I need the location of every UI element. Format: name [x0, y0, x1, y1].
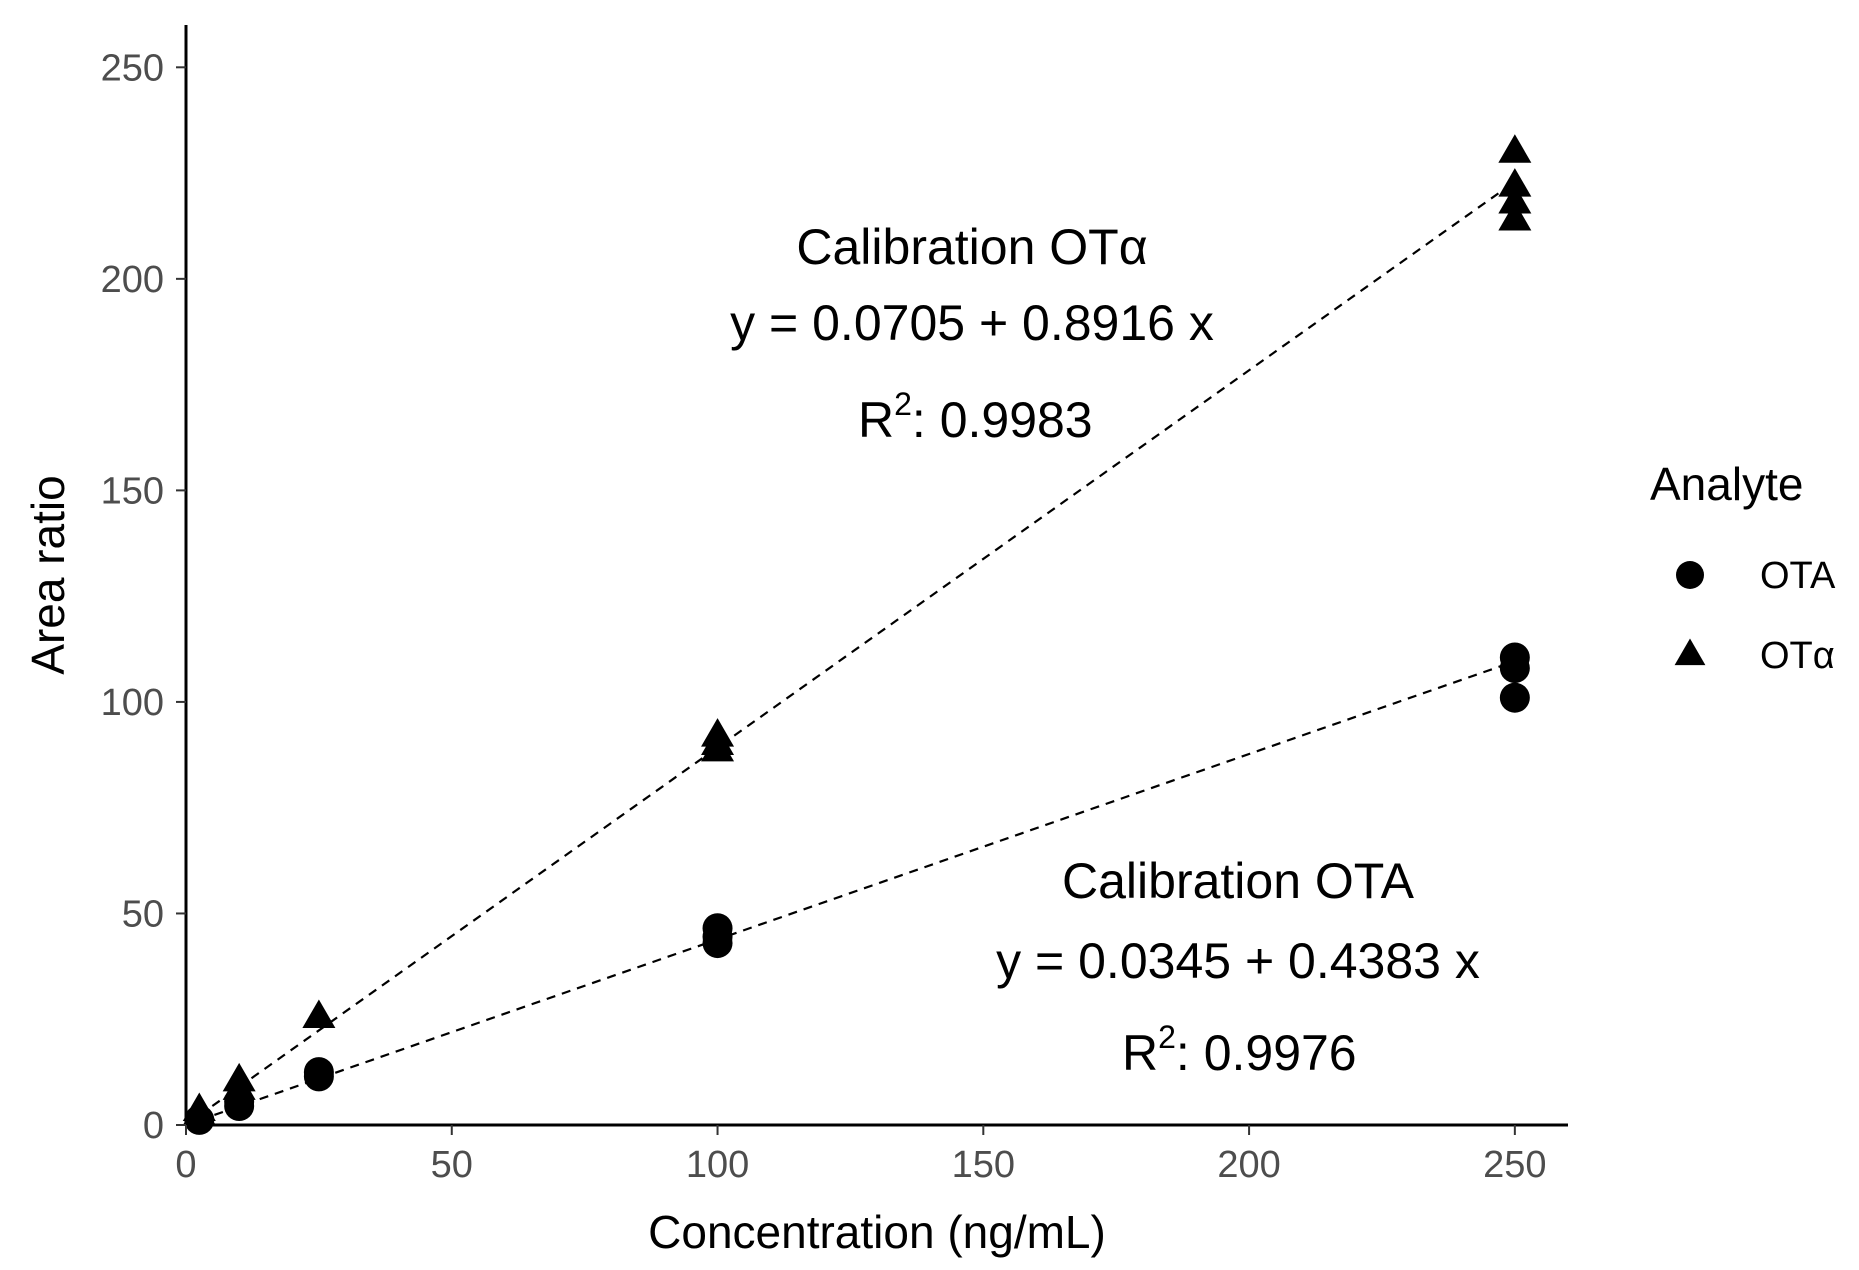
x-tick-label: 250: [1483, 1144, 1546, 1186]
r2-value: : 0.9983: [912, 392, 1093, 448]
annotation-ota: Calibration OTA y = 0.0345 + 0.4383 x R2…: [996, 853, 1480, 1081]
annotation-ota-equation: y = 0.0345 + 0.4383 x: [996, 933, 1480, 989]
axes: 0 50 100 150 200 250 0 50 100 150 200 250: [101, 25, 1568, 1186]
y-tick-label: 100: [101, 682, 164, 724]
annotation-ota-alpha: Calibration OTα y = 0.0705 + 0.8916 x R2…: [730, 219, 1214, 448]
legend-entries: OTA OTα: [1674, 555, 1836, 677]
y-ticks: 0 50 100 150 200 250: [101, 47, 186, 1147]
x-tick-label: 0: [175, 1144, 196, 1186]
legend-label: OTα: [1760, 635, 1835, 677]
data-point-OTα: [1498, 134, 1532, 163]
fit-line-OTA: [198, 660, 1516, 1122]
data-point-OTα: [1498, 201, 1532, 231]
x-axis-title: Concentration (ng/mL): [648, 1206, 1106, 1258]
r2-exponent: 2: [1158, 1019, 1176, 1055]
data-point-OTα: [222, 1062, 256, 1092]
data-point-OTα: [1498, 168, 1532, 197]
legend: Analyte OTA OTα: [1650, 458, 1836, 677]
data-point-OTα: [302, 999, 336, 1028]
annotation-ota-title: Calibration OTA: [1062, 853, 1415, 909]
plot-area: [182, 134, 1532, 1135]
x-tick-label: 150: [952, 1144, 1015, 1186]
annotation-ota-alpha-r2: R2: 0.9983: [858, 386, 1093, 448]
x-ticks: 0 50 100 150 200 250: [175, 1125, 1547, 1186]
y-tick-label: 0: [143, 1105, 164, 1147]
annotation-ota-alpha-title: Calibration OTα: [796, 219, 1147, 275]
data-markers: [182, 134, 1532, 1135]
r2-prefix: R: [1122, 1025, 1158, 1081]
data-point-OTA: [702, 913, 733, 944]
x-tick-label: 200: [1217, 1144, 1280, 1186]
y-tick-label: 150: [101, 470, 164, 512]
annotation-ota-r2: R2: 0.9976: [1122, 1019, 1357, 1081]
data-point-OTA: [1499, 682, 1530, 713]
legend-label: OTA: [1760, 555, 1836, 597]
legend-marker: [1674, 638, 1706, 666]
data-point-OTA: [303, 1057, 334, 1088]
annotation-ota-alpha-equation: y = 0.0705 + 0.8916 x: [730, 295, 1214, 351]
fit-line-OTα: [198, 180, 1516, 1117]
r2-prefix: R: [858, 392, 894, 448]
legend-marker: [1676, 561, 1704, 589]
fit-lines: [198, 180, 1516, 1122]
r2-value: : 0.9976: [1176, 1025, 1357, 1081]
legend-title: Analyte: [1650, 458, 1803, 510]
r2-exponent: 2: [894, 386, 912, 422]
data-point-OTα: [701, 718, 735, 747]
data-point-OTα: [182, 1092, 216, 1122]
y-tick-label: 200: [101, 259, 164, 301]
data-point-OTA: [1499, 642, 1530, 673]
data-point-OTα: [1498, 185, 1532, 214]
x-tick-label: 100: [686, 1144, 749, 1186]
y-tick-label: 50: [122, 893, 164, 935]
y-axis-title: Area ratio: [22, 475, 74, 674]
y-tick-label: 250: [101, 47, 164, 89]
x-tick-label: 50: [431, 1144, 473, 1186]
